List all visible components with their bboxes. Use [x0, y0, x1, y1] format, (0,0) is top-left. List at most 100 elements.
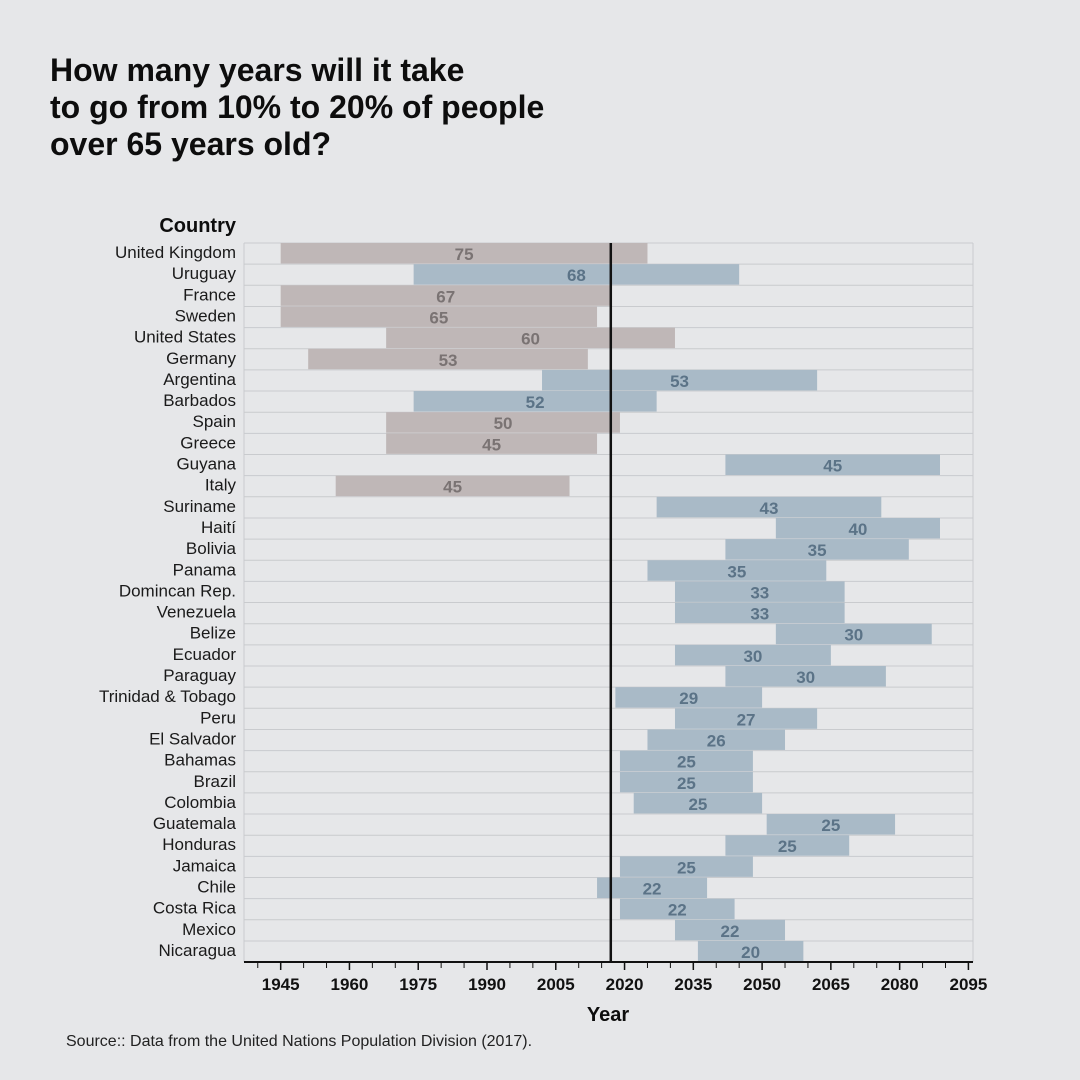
bar-paraguay [725, 666, 886, 687]
bar-jamaica [619, 856, 753, 877]
bar-belize [775, 623, 932, 645]
value-label: 27 [737, 710, 756, 729]
country-label: Bolivia [186, 539, 237, 558]
source-note: Source:: Data from the United Nations Po… [66, 1033, 533, 1050]
x-tick-label: 1960 [331, 975, 369, 994]
bar-chile [597, 877, 708, 898]
country-label: Panama [173, 560, 237, 579]
x-tick-label: 1975 [399, 975, 437, 994]
x-tick-label: 2095 [950, 975, 988, 994]
x-tick-label: 1945 [262, 975, 300, 994]
y-axis-title: Country [159, 215, 237, 237]
bar-bolivia [725, 539, 909, 560]
country-label: Sweden [175, 306, 236, 325]
title-line-3: over 65 years old? [50, 126, 332, 162]
value-label: 25 [677, 753, 696, 772]
x-tick-label: 2050 [743, 975, 781, 994]
value-label: 30 [796, 668, 815, 687]
bar-ecuador [674, 644, 831, 666]
value-label: 30 [844, 626, 863, 645]
value-label: 33 [750, 583, 769, 602]
country-label: Italy [205, 476, 237, 495]
bar-united-states [386, 327, 675, 349]
value-label: 45 [443, 478, 462, 497]
country-label: Jamaica [173, 856, 237, 875]
country-label: Spain [193, 412, 236, 431]
x-tick-label: 1990 [468, 975, 506, 994]
bar-france [280, 285, 611, 306]
bar-nicaragua [697, 940, 804, 962]
country-label: Venezuela [157, 603, 237, 622]
value-label: 25 [677, 858, 696, 877]
value-label: 52 [526, 393, 545, 412]
country-label: Honduras [162, 835, 236, 854]
bar-sweden [280, 306, 598, 327]
country-label: Suriname [163, 497, 236, 516]
country-labels: United Kingdom Uruguay France Sweden United … [99, 243, 237, 960]
value-label: 50 [494, 414, 513, 433]
value-label: 65 [429, 308, 448, 327]
bar-greece [386, 433, 598, 454]
bar-guatemala [766, 814, 896, 835]
country-label: Costa Rica [153, 899, 237, 918]
bar-trinidad-tobago [615, 687, 763, 708]
country-label: Domincan Rep. [119, 581, 236, 600]
country-label: Barbados [163, 391, 236, 410]
country-label: Nicaragua [159, 941, 237, 960]
title-line-2: to go from 10% to 20% of people [50, 89, 545, 125]
value-label: 33 [750, 605, 769, 624]
country-label: France [183, 285, 236, 304]
bar-domincan-rep- [674, 581, 845, 602]
value-label: 75 [455, 245, 474, 264]
country-label: United States [134, 328, 236, 347]
bar-peru [674, 708, 818, 729]
bar-colombia [633, 792, 763, 814]
bar-honduras [725, 835, 850, 856]
country-label: Peru [200, 708, 236, 727]
value-label: 68 [567, 266, 586, 285]
value-label: 45 [823, 457, 842, 476]
bar-guyana [725, 454, 940, 475]
value-label: 26 [707, 731, 726, 750]
value-label: 22 [668, 901, 687, 920]
bar-el-salvador [647, 729, 786, 750]
bar-bahamas [619, 750, 753, 772]
value-label: 35 [808, 541, 827, 560]
value-label: 40 [848, 520, 867, 539]
value-label: 25 [821, 816, 840, 835]
value-label: 20 [741, 943, 760, 962]
x-axis: 1945 1960 1975 1990 2005 2020 2035 2050 2065 2080… [244, 243, 987, 994]
country-label: Haití [201, 518, 236, 537]
bar-uruguay [413, 264, 740, 285]
x-tick-label: 2080 [881, 975, 919, 994]
bar-united-kingdom [280, 243, 648, 264]
bar-costa-rica [619, 898, 735, 920]
bars [280, 243, 940, 962]
bar-germany [308, 348, 588, 370]
value-label: 45 [482, 435, 501, 454]
value-label: 25 [677, 774, 696, 793]
country-label: Bahamas [164, 751, 236, 770]
country-label: Paraguay [163, 666, 236, 685]
bar-brazil [619, 771, 753, 793]
value-label: 53 [670, 372, 689, 391]
value-label: 29 [679, 689, 698, 708]
x-tick-label: 2020 [606, 975, 644, 994]
bar-spain [386, 412, 620, 433]
x-axis-title: Year [587, 1004, 629, 1026]
bar-barbados [413, 391, 657, 412]
chart-title: How many years will it take to go from 1… [50, 52, 690, 163]
value-label: 30 [743, 647, 762, 666]
country-label: Guatemala [153, 814, 237, 833]
country-label: United Kingdom [115, 243, 236, 262]
value-label: 25 [688, 795, 707, 814]
bar-venezuela [674, 602, 845, 624]
x-tick-label: 2035 [674, 975, 712, 994]
country-label: Trinidad & Tobago [99, 687, 236, 706]
bar-mexico [674, 919, 786, 941]
country-label: Argentina [163, 370, 236, 389]
bar-suriname [656, 496, 882, 518]
country-label: Brazil [193, 772, 236, 791]
value-label: 67 [436, 287, 455, 306]
